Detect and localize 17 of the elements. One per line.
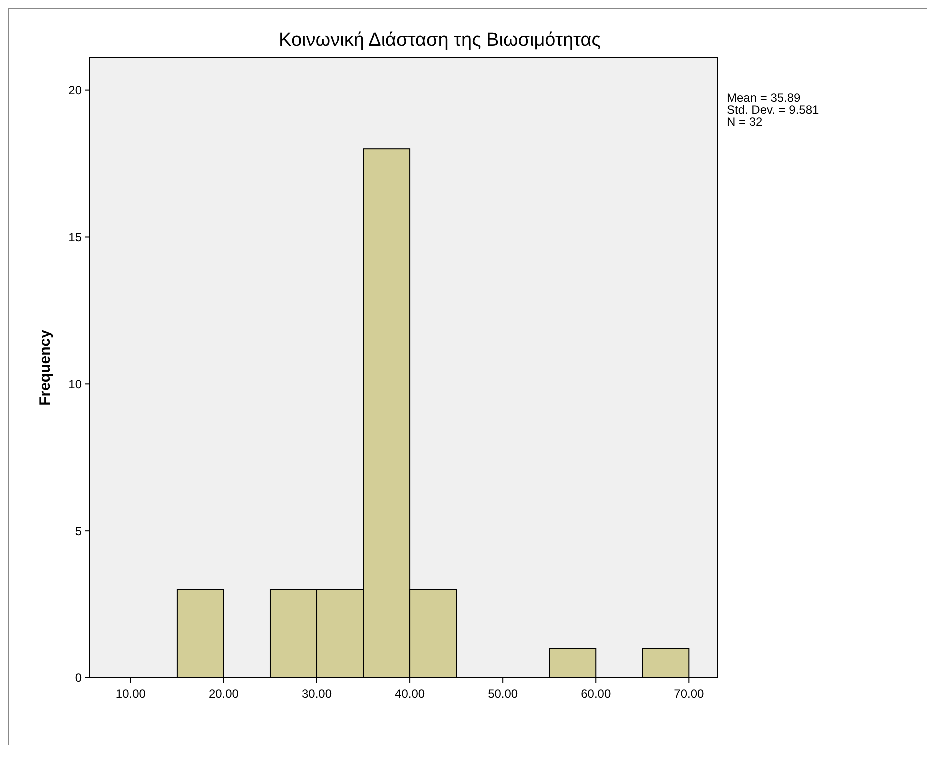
text: Std. Dev. = 9.581 — [727, 103, 820, 117]
y-tick-label: 20 — [68, 84, 82, 98]
x-tick-label: 10.00 — [116, 687, 146, 701]
y-tick-label: 5 — [75, 524, 82, 538]
x-tick-label: 30.00 — [302, 687, 332, 701]
text: Mean = 35.89 — [727, 91, 802, 105]
y-tick-label: 0 — [75, 671, 82, 686]
x-tick-label: 40.00 — [395, 687, 426, 701]
x-tick-label: 20.00 — [208, 687, 240, 701]
text: N = 32 — [727, 115, 764, 129]
y-tick-label: 15 — [68, 230, 82, 244]
y-axis-title: Frequency — [37, 329, 54, 406]
chart-title: Κοινωνική Διάσταση της Βιωσιμότητας — [279, 30, 601, 51]
x-tick-label: 50.00 — [488, 687, 518, 701]
y-tick-label: 10 — [68, 377, 82, 392]
x-tick-label: 70.00 — [674, 687, 704, 701]
x-tick-label: 60.00 — [581, 687, 612, 701]
